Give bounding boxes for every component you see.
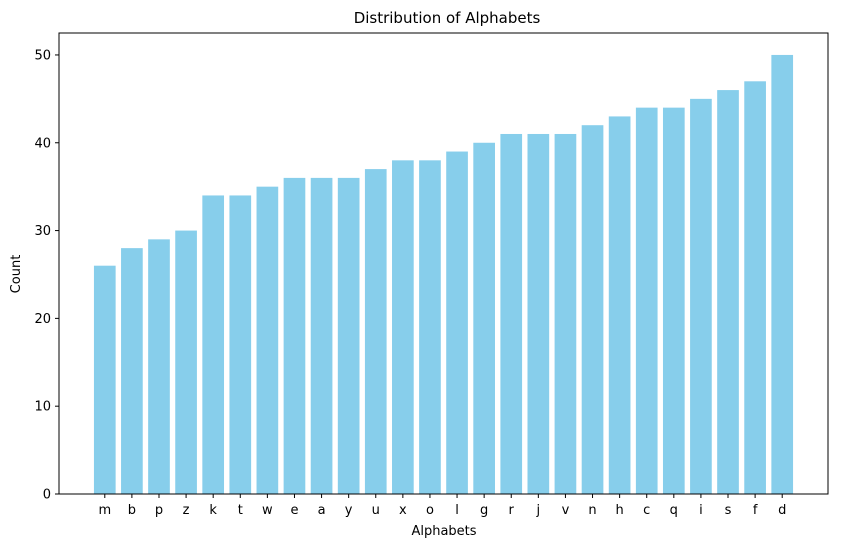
- x-axis-label: Alphabets: [411, 524, 476, 539]
- x-tick-label-m: m: [98, 503, 111, 518]
- y-tick-label-0: 0: [43, 488, 51, 503]
- bar-j: [527, 133, 550, 495]
- x-tick-label-n: n: [588, 503, 596, 518]
- x-tick-label-k: k: [209, 503, 217, 518]
- y-axis-label: Count: [9, 255, 24, 294]
- bar-d: [771, 54, 794, 494]
- x-tick-label-j: j: [536, 503, 541, 518]
- bar-h: [608, 116, 631, 495]
- y-tick-label-30: 30: [34, 224, 51, 239]
- bar-z: [175, 230, 197, 494]
- x-tick-label-u: u: [372, 503, 380, 518]
- y-tick-label-40: 40: [34, 136, 51, 151]
- x-tick-label-a: a: [318, 503, 326, 518]
- axes-frame: [58, 32, 829, 495]
- bar-n: [581, 125, 604, 494]
- plot-area: m b p z k t w e a y u x o l g r j v n h c q i s f d 0 10 20 30 40 50: [34, 32, 829, 518]
- x-tick-label-c: c: [643, 503, 650, 518]
- bar-t: [229, 195, 252, 494]
- bar-c: [635, 107, 658, 494]
- bar-o: [419, 160, 441, 494]
- x-tick-label-f: f: [753, 503, 758, 518]
- bar-q: [662, 107, 685, 494]
- x-tick-label-w: w: [262, 503, 273, 518]
- bar-v: [554, 133, 577, 495]
- bar-u: [364, 169, 387, 494]
- x-tick-label-i: i: [699, 503, 703, 518]
- bar-k: [202, 195, 225, 494]
- bar-a: [310, 177, 333, 494]
- bar-g: [473, 142, 495, 494]
- x-tick-label-o: o: [426, 503, 434, 518]
- x-tick-label-z: z: [183, 503, 190, 518]
- y-tick-label-10: 10: [34, 400, 51, 415]
- bar-p: [148, 239, 170, 494]
- bar-x: [392, 160, 414, 494]
- bar-i: [690, 98, 712, 495]
- x-tick-label-t: t: [238, 503, 243, 518]
- bar-s: [717, 90, 739, 494]
- x-tick-label-d: d: [778, 503, 786, 518]
- bar-y: [337, 177, 360, 494]
- y-tick-label-20: 20: [34, 312, 51, 327]
- chart-title: Distribution of Alphabets: [354, 9, 541, 27]
- bar-r: [500, 133, 523, 495]
- x-tick-label-r: r: [509, 503, 515, 518]
- x-tick-label-e: e: [290, 503, 298, 518]
- x-tick-label-x: x: [399, 503, 407, 518]
- x-tick-label-h: h: [616, 503, 624, 518]
- x-tick-label-q: q: [670, 503, 678, 518]
- x-tick-label-s: s: [725, 503, 732, 518]
- x-tick-label-b: b: [128, 503, 136, 518]
- x-tick-label-y: y: [345, 503, 353, 518]
- bar-w: [256, 186, 279, 495]
- bar-b: [121, 248, 143, 494]
- bar-f: [744, 81, 766, 495]
- y-tick-label-50: 50: [34, 48, 51, 63]
- bar-l: [446, 151, 468, 495]
- x-tick-label-p: p: [155, 503, 163, 518]
- bar-m: [93, 265, 116, 494]
- x-tick-label-l: l: [455, 503, 459, 518]
- x-tick-label-g: g: [480, 503, 488, 518]
- bar-e: [283, 177, 306, 494]
- x-tick-label-v: v: [562, 503, 570, 518]
